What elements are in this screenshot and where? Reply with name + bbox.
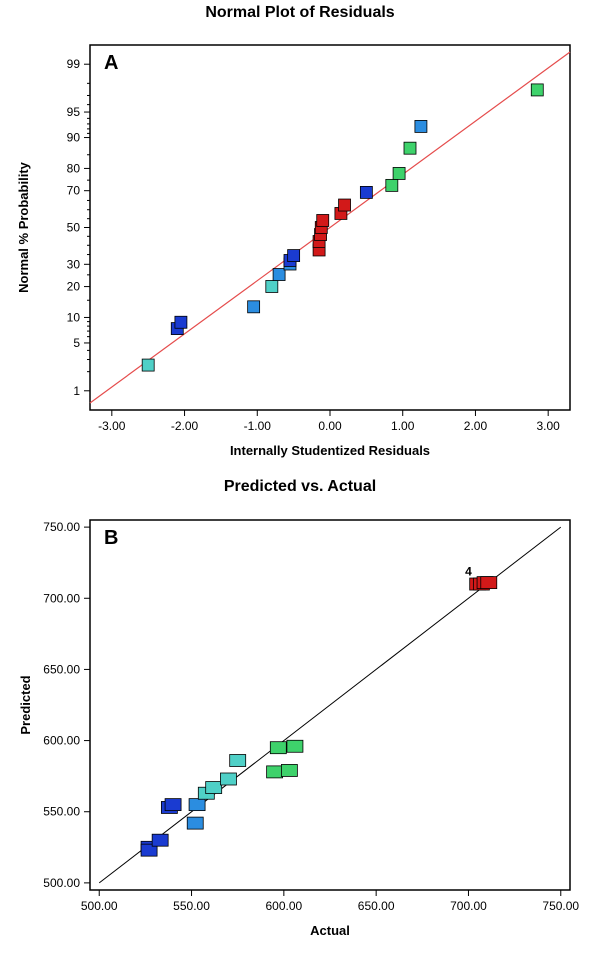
svg-text:600.00: 600.00 [43,734,80,748]
svg-text:550.00: 550.00 [43,805,80,819]
svg-text:Internally Studentized Residua: Internally Studentized Residuals [230,443,430,458]
svg-text:700.00: 700.00 [450,899,487,913]
panel-a-svg: A -3.00 -2.00 -1.00 0.00 1.00 2.00 3.00 Internal… [0,0,600,470]
svg-text:Actual: Actual [310,923,350,938]
svg-text:B: B [104,527,118,549]
svg-text:2.00: 2.00 [464,419,488,433]
svg-text:1: 1 [73,384,80,398]
svg-text:-2.00: -2.00 [171,419,199,433]
svg-text:Predicted: Predicted [18,675,33,734]
svg-text:A: A [104,52,118,74]
svg-text:-1.00: -1.00 [244,419,272,433]
svg-text:750.00: 750.00 [542,899,579,913]
svg-text:600.00: 600.00 [265,899,302,913]
svg-text:30: 30 [67,257,81,271]
svg-text:4: 4 [465,565,472,579]
panel-b-svg: B 500.00 550.00 600.00 650.00 700.00 750.00 Act… [0,478,600,954]
svg-text:700.00: 700.00 [43,591,80,605]
svg-text:500.00: 500.00 [81,899,118,913]
panel-b: Predicted vs. Actual B500.00550.00600.00… [0,478,600,954]
svg-text:-3.00: -3.00 [98,419,126,433]
figure-page: Normal Plot of Residuals A -3.00 -2.00 -1.0… [0,0,600,954]
svg-text:10: 10 [67,310,81,324]
svg-text:80: 80 [67,161,81,175]
panel-a: Normal Plot of Residuals A -3.00 -2.00 -1.0… [0,0,600,470]
panel-a-title: Normal Plot of Residuals [0,4,600,22]
svg-text:650.00: 650.00 [358,899,395,913]
svg-text:1.00: 1.00 [391,419,415,433]
svg-text:90: 90 [67,131,81,145]
svg-text:750.00: 750.00 [43,520,80,534]
svg-text:95: 95 [67,105,81,119]
svg-text:3.00: 3.00 [537,419,561,433]
svg-text:500.00: 500.00 [43,876,80,890]
svg-text:70: 70 [67,184,81,198]
svg-text:5: 5 [73,336,80,350]
svg-text:Normal % Probability: Normal % Probability [16,161,31,293]
svg-text:650.00: 650.00 [43,662,80,676]
svg-text:99: 99 [67,57,81,71]
svg-text:50: 50 [67,221,81,235]
svg-text:550.00: 550.00 [173,899,210,913]
svg-text:0.00: 0.00 [318,419,342,433]
svg-text:20: 20 [67,280,81,294]
